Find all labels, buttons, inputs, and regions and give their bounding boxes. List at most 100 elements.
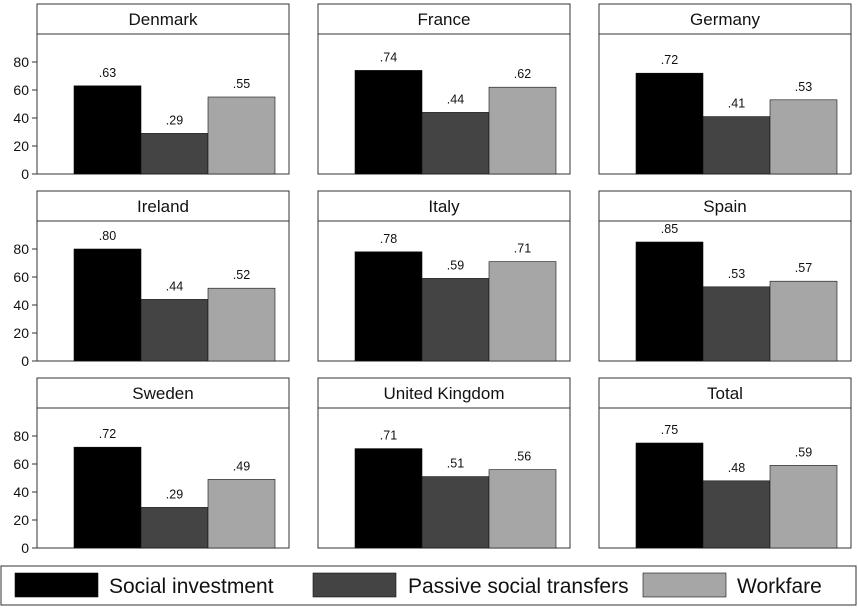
y-tick-label: 40 [13,297,29,313]
data-label: .53 [795,80,812,94]
legend: Social investment Passive social transfer… [0,565,857,606]
bar-social-investment [635,72,704,175]
bar-social-investment [354,251,423,362]
data-label: .71 [380,429,397,443]
panel-strip [36,377,290,409]
data-label: .29 [166,113,183,127]
bar-workfare [769,465,838,549]
panel-spain: Spain .85 .53 .57 [598,190,852,362]
data-label: .74 [380,50,397,64]
y-tick-label: 0 [21,540,29,556]
bar-workfare [488,261,557,362]
panel-strip [598,377,852,409]
panel-title: Total [707,384,743,403]
panel-ireland: Ireland 0 20 40 60 80 .80 .44 .52 [13,190,290,369]
bar-workfare [488,86,557,175]
panel-strip [317,3,571,35]
bar-passive-social-transfers [421,112,490,175]
panel-title: Ireland [137,197,189,216]
data-label: .71 [514,242,531,256]
y-tick-label: 80 [13,241,29,257]
panel-title: Sweden [132,384,193,403]
bar-social-investment [73,446,142,549]
panel-title: Italy [428,197,460,216]
panel-strip [36,190,290,222]
panel-strip [317,377,571,409]
data-label: .59 [447,258,464,272]
bar-passive-social-transfers [421,278,490,362]
legend-swatch [642,572,727,598]
data-label: .85 [661,222,678,236]
bar-social-investment [354,448,423,549]
data-label: .72 [661,53,678,67]
data-label: .51 [447,457,464,471]
legend-label: Passive social transfers [408,575,629,598]
legend-swatch [14,572,99,598]
data-label: .57 [795,261,812,275]
bar-passive-social-transfers [140,507,209,549]
panel-title: Spain [703,197,746,216]
bar-passive-social-transfers [140,299,209,362]
data-label: .75 [661,423,678,437]
legend-swatch [312,572,397,598]
y-tick-label: 0 [21,166,29,182]
panel-strip [598,3,852,35]
bar-passive-social-transfers [702,116,771,175]
bar-passive-social-transfers [702,480,771,549]
data-label: .41 [728,97,745,111]
data-label: .59 [795,445,812,459]
bar-workfare [769,99,838,175]
bar-passive-social-transfers [140,133,209,175]
bar-social-investment [635,442,704,549]
y-tick-label: 0 [21,353,29,369]
data-label: .49 [233,459,250,473]
legend-label: Workfare [737,575,822,598]
y-tick-label: 40 [13,484,29,500]
data-label: .52 [233,268,250,282]
bar-social-investment [354,70,423,175]
y-tick-label: 20 [13,325,29,341]
panel-strip [317,190,571,222]
panel-title: United Kingdom [384,384,505,403]
y-tick-label: 40 [13,110,29,126]
data-label: .80 [99,229,116,243]
y-tick-label: 60 [13,269,29,285]
bar-workfare [769,280,838,362]
y-tick-label: 80 [13,428,29,444]
panel-sweden: Sweden 0 20 40 60 80 .72 .29 .49 [13,377,290,556]
panel-total: Total .75 .48 .59 [598,377,852,549]
panel-united-kingdom: United Kingdom .71 .51 .56 [317,377,571,549]
panel-italy: Italy .78 .59 .71 [317,190,571,362]
bar-workfare [207,96,276,175]
data-label: .56 [514,450,531,464]
bar-social-investment [635,241,704,362]
panel-title: Denmark [129,10,198,29]
panel-denmark: Denmark 0 20 40 60 80 .63 .29 .55 [13,3,290,182]
panel-title: France [418,10,471,29]
y-tick-label: 60 [13,456,29,472]
bar-workfare [488,469,557,549]
bar-social-investment [73,248,142,362]
data-label: .44 [166,279,183,293]
data-label: .62 [514,67,531,81]
y-tick-label: 80 [13,54,29,70]
data-label: .44 [447,92,464,106]
bar-passive-social-transfers [421,476,490,549]
y-tick-label: 60 [13,82,29,98]
bar-workfare [207,287,276,362]
data-label: .78 [380,232,397,246]
y-tick-label: 20 [13,138,29,154]
data-label: .48 [728,461,745,475]
bar-passive-social-transfers [702,286,771,362]
y-tick-label: 20 [13,512,29,528]
data-label: .53 [728,267,745,281]
bar-workfare [207,479,276,549]
data-label: .72 [99,427,116,441]
data-label: .63 [99,66,116,80]
data-label: .29 [166,487,183,501]
panel-france: France .74 .44 .62 [317,3,571,175]
panel-title: Germany [690,10,760,29]
panel-strip [36,3,290,35]
panel-germany: Germany .72 .41 .53 [598,3,852,175]
